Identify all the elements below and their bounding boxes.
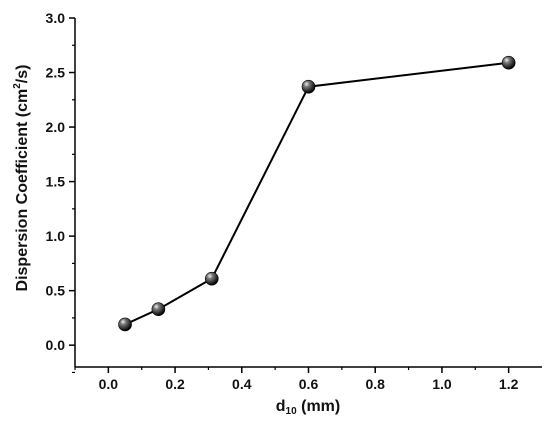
x-tick-label: 1.2 xyxy=(499,376,519,392)
y-tick-label: 1.5 xyxy=(46,174,66,190)
x-tick-label: 0.2 xyxy=(165,376,185,392)
x-tick-label: 0.6 xyxy=(299,376,319,392)
y-tick-label: 0.5 xyxy=(46,283,66,299)
y-tick-label: 2.5 xyxy=(46,65,66,81)
series-point-group xyxy=(118,55,516,332)
data-point xyxy=(151,302,166,316)
y-tick-label: 1.0 xyxy=(46,228,66,244)
data-point xyxy=(501,55,516,70)
x-tick-label: 0.4 xyxy=(232,376,252,392)
x-axis-title-main: d xyxy=(276,398,286,415)
data-point xyxy=(204,271,219,286)
y-tick-label: 0.0 xyxy=(46,337,66,353)
x-tick-label: 0.8 xyxy=(365,376,385,392)
data-point xyxy=(301,79,316,94)
x-axis-title: d10 (mm) xyxy=(276,398,340,417)
y-tick-label: 3.0 xyxy=(46,10,66,26)
y-axis-title-superscript: 2 xyxy=(12,83,23,89)
y-axis-title-unit: /s) xyxy=(14,65,31,84)
x-tick-label: 0.0 xyxy=(99,376,119,392)
x-axis-title-unit: (mm) xyxy=(297,398,341,415)
data-point xyxy=(118,317,132,332)
y-axis-ticks: 0.0 0.5 1.0 1.5 2.0 2.5 3.0 xyxy=(46,10,75,374)
series-line xyxy=(124,61,509,326)
y-tick-label: 2.0 xyxy=(46,119,66,135)
series-line-group xyxy=(124,61,509,326)
y-axis-title: Dispersion Coefficient (cm2/s) xyxy=(12,65,31,292)
x-tick-label: 1.0 xyxy=(432,376,452,392)
y-axis-title-main: Dispersion Coefficient (cm xyxy=(14,89,31,292)
x-axis-title-subscript: 10 xyxy=(286,406,298,417)
x-axis-ticks: 0.0 0.2 0.4 0.6 0.8 1.0 1.2 xyxy=(74,367,519,392)
